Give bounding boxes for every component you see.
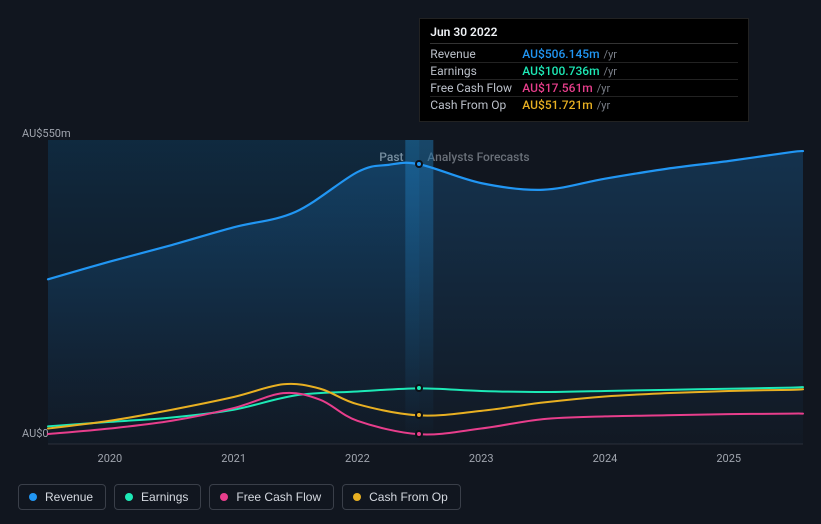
tooltip-row-free-cash-flow: Free Cash FlowAU$17.561m/yr (430, 80, 738, 97)
legend: Revenue Earnings Free Cash Flow Cash From O… (18, 484, 461, 510)
tooltip-row-label: Earnings (430, 64, 522, 78)
tooltip-row-earnings: EarningsAU$100.736m/yr (430, 63, 738, 80)
legend-label: Cash From Op (369, 490, 448, 504)
hover-marker-cash-from-op (415, 411, 423, 419)
tooltip-row-label: Free Cash Flow (430, 81, 522, 95)
tooltip-row-value: AU$506.145m (522, 47, 599, 61)
tooltip-row-suffix: /yr (597, 82, 610, 95)
hover-marker-free-cash-flow (415, 430, 423, 438)
tooltip-row-label: Revenue (430, 47, 522, 61)
tooltip-row-value: AU$100.736m (522, 64, 599, 78)
hover-tooltip: Jun 30 2022 RevenueAU$506.145m/yrEarning… (419, 18, 749, 122)
legend-toggle-cash-from-op[interactable]: Cash From Op (342, 484, 461, 510)
legend-toggle-revenue[interactable]: Revenue (18, 484, 106, 510)
legend-label: Free Cash Flow (236, 490, 321, 504)
x-axis-tick: 2024 (593, 452, 618, 465)
hover-marker-earnings (415, 384, 423, 392)
tooltip-row-cash-from-op: Cash From OpAU$51.721m/yr (430, 97, 738, 113)
tooltip-row-label: Cash From Op (430, 98, 522, 112)
x-axis-tick: 2020 (98, 452, 123, 465)
x-axis: 2020 2021 2022 2023 2024 2025 (0, 452, 821, 466)
x-axis-tick: 2025 (716, 452, 741, 465)
tooltip-date: Jun 30 2022 (430, 25, 738, 44)
earnings-revenue-forecast-chart[interactable]: AU$550m AU$0 Past Analysts Forecasts Jun… (0, 0, 821, 524)
legend-toggle-earnings[interactable]: Earnings (114, 484, 201, 510)
tooltip-row-value: AU$51.721m (522, 98, 592, 112)
tooltip-row-suffix: /yr (604, 48, 617, 61)
legend-dot-icon (125, 493, 133, 501)
x-axis-tick: 2021 (221, 452, 246, 465)
hover-marker-revenue (415, 160, 423, 168)
tooltip-row-value: AU$17.561m (522, 81, 592, 95)
tooltip-row-revenue: RevenueAU$506.145m/yr (430, 46, 738, 63)
legend-dot-icon (353, 493, 361, 501)
legend-toggle-free-cash-flow[interactable]: Free Cash Flow (209, 484, 334, 510)
legend-dot-icon (29, 493, 37, 501)
x-axis-tick: 2022 (345, 452, 370, 465)
legend-label: Earnings (141, 490, 188, 504)
x-axis-tick: 2023 (469, 452, 494, 465)
legend-dot-icon (220, 493, 228, 501)
tooltip-row-suffix: /yr (597, 99, 610, 112)
legend-label: Revenue (45, 490, 93, 504)
tooltip-row-suffix: /yr (604, 65, 617, 78)
